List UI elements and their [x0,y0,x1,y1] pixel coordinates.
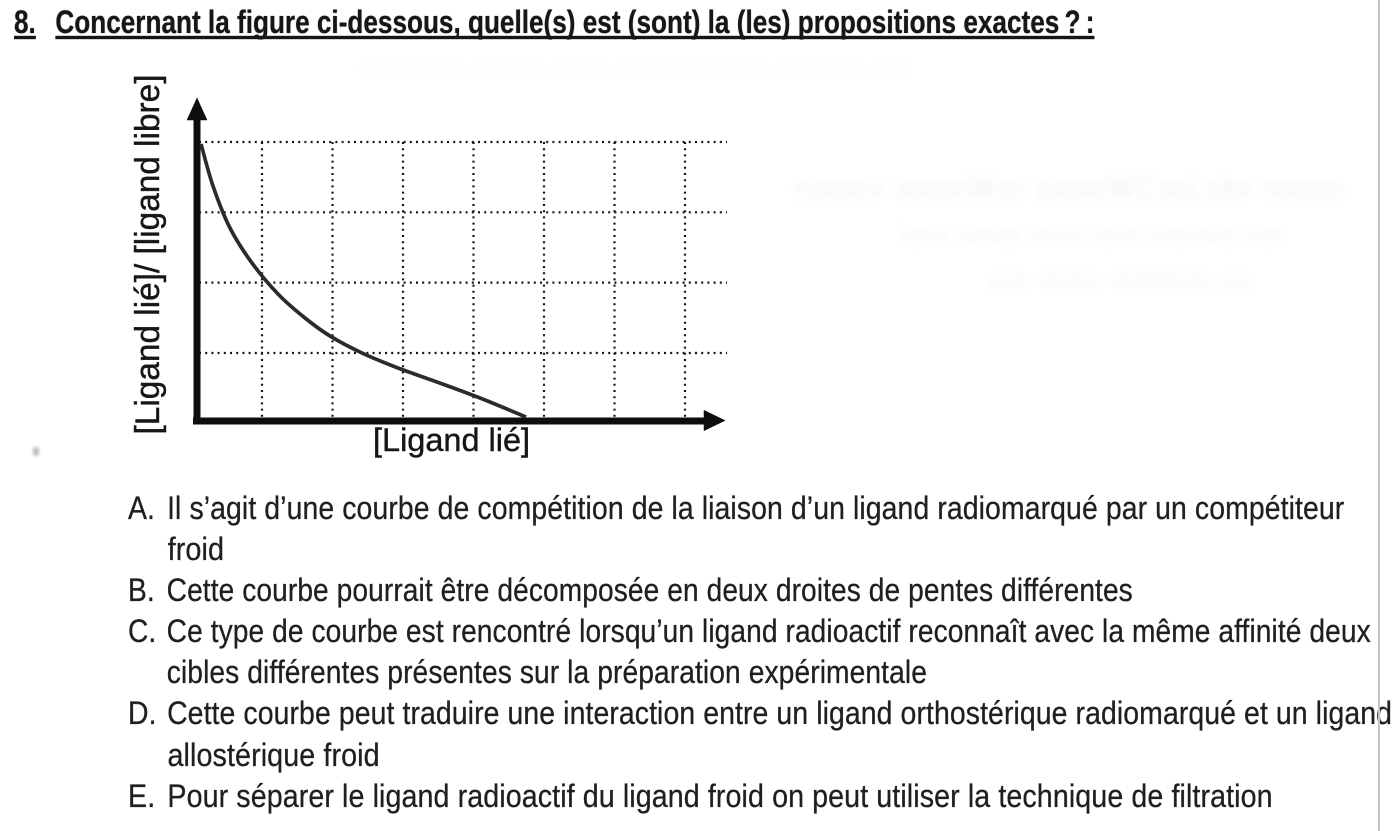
svg-text:[Ligand lié]/ [ligand libre]: [Ligand lié]/ [ligand libre] [130,75,167,435]
svg-text:[Ligand lié]: [Ligand lié] [373,422,530,458]
